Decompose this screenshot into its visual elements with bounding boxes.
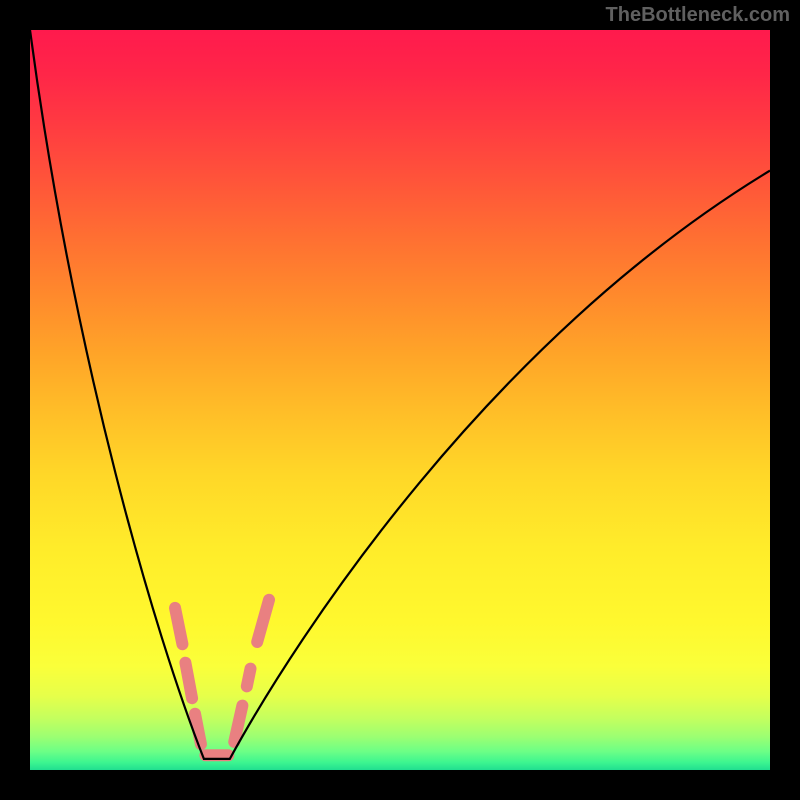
- watermark-text: TheBottleneck.com: [606, 4, 790, 27]
- gradient-background: [30, 30, 770, 770]
- chart-root: TheBottleneck.com: [0, 0, 800, 800]
